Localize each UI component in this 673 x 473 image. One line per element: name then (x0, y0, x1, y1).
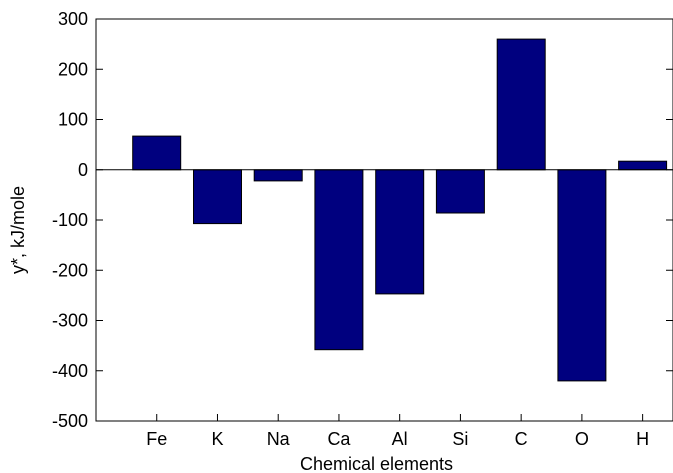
x-tick-label-si: Si (452, 429, 468, 449)
x-tick-label-al: Al (392, 429, 408, 449)
x-tick-label-o: O (575, 429, 589, 449)
bar-ca (314, 169, 364, 351)
y-tick-label: -200 (52, 260, 88, 280)
bars-group (132, 38, 668, 382)
x-tick-label-c: C (515, 429, 528, 449)
y-axis-ticks: 300 200 100 0 -100 -200 -300 -400 -500 (52, 9, 673, 431)
y-tick-label: -500 (52, 411, 88, 431)
y-tick-label: 300 (58, 9, 88, 29)
x-tick-label-h: H (636, 429, 649, 449)
y-tick-label: 200 (58, 59, 88, 79)
x-tick-label-fe: Fe (146, 429, 167, 449)
bar-h (618, 160, 668, 171)
x-axis-title: Chemical elements (300, 454, 453, 473)
x-tick-label-k: K (211, 429, 223, 449)
x-tick-label-na: Na (267, 429, 291, 449)
bar-fe (132, 135, 182, 171)
x-tick-label-ca: Ca (327, 429, 351, 449)
y-tick-label: 0 (78, 160, 88, 180)
bar-o (557, 169, 607, 382)
bar-na (253, 169, 303, 182)
x-axis-ticks: Fe K Na Ca Al Si C O H (146, 414, 649, 449)
y-tick-label: -400 (52, 361, 88, 381)
y-tick-label: -300 (52, 311, 88, 331)
bar-al (375, 169, 425, 295)
bar-si (435, 169, 485, 214)
bar-k (193, 169, 242, 225)
y-axis-title: y*, kJ/mole (8, 186, 28, 274)
y-tick-label: -100 (52, 210, 88, 230)
y-tick-label: 100 (58, 110, 88, 130)
bar-c (496, 38, 546, 171)
